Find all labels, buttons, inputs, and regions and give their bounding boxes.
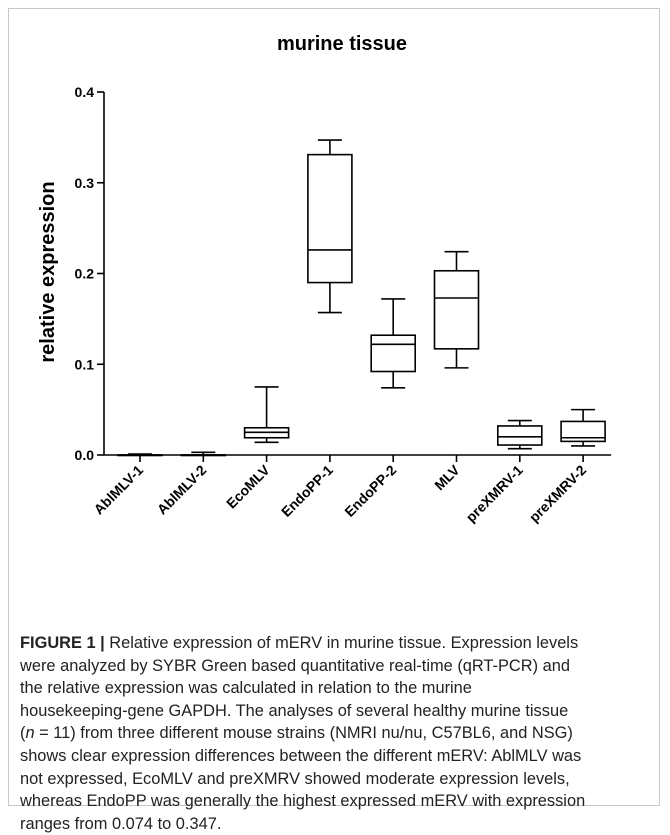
caption-line-6: shows clear expression differences betwe…: [20, 746, 582, 765]
y-tick-label: 0.4: [75, 84, 95, 100]
iqr-box: [496, 425, 543, 446]
caption-line-5-pre: (: [20, 724, 26, 743]
x-tick-label: MLV: [431, 461, 463, 493]
box-preXMRV-1: [496, 419, 543, 450]
figure-caption: FIGURE 1 | Relative expression of mERV i…: [20, 632, 650, 835]
x-tick-label: AblMLV-2: [154, 462, 210, 518]
box-plot-chart: murine tissue relative expression 0.0 0.1…: [37, 33, 612, 525]
iqr-box: [370, 334, 417, 373]
caption-n-symbol: n: [25, 724, 35, 743]
x-tick-label: AblMLV-1: [90, 462, 146, 518]
box-preXMRV-2: [560, 408, 606, 447]
caption-line-2: were analyzed by SYBR Green based quanti…: [20, 656, 570, 675]
box-MLV: [433, 250, 480, 369]
y-tick-label: 0.1: [75, 356, 95, 372]
box-EndoPP-2: [370, 298, 417, 389]
chart-title: murine tissue: [277, 33, 407, 55]
figure-frame: [8, 8, 660, 806]
boxes: [117, 139, 606, 457]
x-tick-label: EndoPP-2: [341, 462, 399, 520]
caption-line-5-post: = 11) from three different mouse strains…: [34, 724, 573, 743]
x-tick-label: EcoMLV: [223, 461, 273, 511]
caption-line-3: the relative expression was calculated i…: [20, 679, 472, 698]
y-tick-label: 0.0: [75, 447, 95, 463]
iqr-box: [560, 420, 606, 443]
box-AblMLV-1: [117, 453, 163, 457]
iqr-box: [307, 153, 353, 284]
caption-label: FIGURE 1 |: [20, 634, 105, 652]
y-tick-label: 0.2: [75, 266, 95, 282]
caption-line-9: ranges from 0.074 to 0.347.: [20, 814, 222, 833]
x-tick-label: preXMRV-2: [526, 462, 590, 526]
caption-line-7: not expressed, EcoMLV and preXMRV showed…: [20, 769, 570, 788]
y-tick-label: 0.3: [75, 175, 95, 191]
caption-line-1: Relative expression of mERV in murine ti…: [104, 634, 579, 652]
box-EcoMLV: [243, 386, 290, 444]
caption-line-8: whereas EndoPP was generally the highest…: [20, 792, 586, 811]
caption-line-4: housekeeping-gene GAPDH. The analyses of…: [20, 701, 569, 720]
y-axis-label: relative expression: [37, 181, 59, 362]
x-tick-label: preXMRV-1: [463, 462, 527, 526]
x-tick-label: EndoPP-1: [278, 462, 336, 520]
box-AblMLV-2: [180, 451, 227, 457]
box-EndoPP-1: [307, 139, 353, 314]
iqr-box: [433, 269, 480, 350]
